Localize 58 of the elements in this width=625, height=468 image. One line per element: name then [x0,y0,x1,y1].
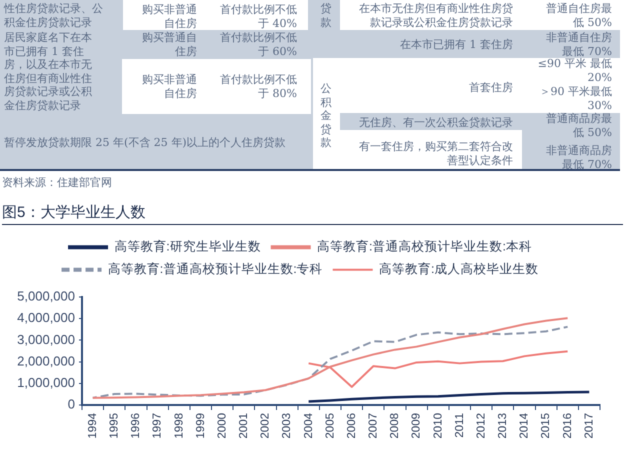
x-tick-label: 2002 [260,413,272,439]
text: 购买普通自住房 [141,31,197,58]
text: 无住房、有一次公积金贷款记录 [358,116,513,130]
text: 暂停发放贷款期限 25 年(不含 25 年)以上的个人住房贷款 [4,136,287,150]
text: 首付款比例不低于 60% [219,31,297,58]
x-tick-label: 2017 [583,413,596,439]
legend-label: 高等教育:成人高校毕业生数 [378,261,538,276]
y-tick-label: 0 [68,396,75,412]
x-tick-label: 2011 [454,413,466,438]
x-tick-label: 2005 [324,413,336,439]
text: 公积金贷款 [320,82,332,150]
x-tick-label: 2001 [238,413,250,439]
text: 首付款比例不低于 80% [219,73,297,100]
text: ≤90 平米 最低 20% [536,57,612,84]
y-tick-label: 3,000,000 [17,332,75,347]
text: 非普通自住房最低 70% [545,31,612,58]
y-tick-label: 4,000,000 [17,310,75,326]
text: 在本市无住房但有商业性住房贷款记录或公积金住房贷款记录 [358,2,513,29]
text: 居民家庭名下在本市已拥有 1 套住房，以及在本市无住房但有商业性住房贷款记录或公积金住房贷款记录 [4,31,93,112]
x-tick-label: 2003 [281,413,294,439]
text: 普通自住房最低 50% [545,2,612,29]
y-tick-label: 5,000,000 [17,288,75,304]
x-tick-label: 2010 [432,413,444,439]
x-tick-label: 2008 [389,413,402,439]
x-tick-label: 1998 [173,413,186,439]
x-tick-label: 1996 [130,413,142,439]
text: 购买非普通自住房 [141,73,197,100]
x-tick-label: 1997 [152,413,164,439]
legend-label: 高等教育:研究生毕业生数 [114,238,261,254]
x-tick-label: 2012 [475,413,488,439]
text: 有一套住房，购买第二套符合改善型认定条件 [358,140,513,167]
x-tick-label: 1995 [108,413,121,439]
x-tick-label: 2000 [216,413,228,439]
text: 首付款比例不低于 40% [219,3,297,30]
y-tick-label: 2,000,000 [17,353,75,368]
text: 购买非普通自住房 [141,3,197,30]
x-tick-label: 2013 [497,413,510,439]
x-tick-label: 1994 [86,412,99,439]
x-tick-label: 2006 [346,413,358,439]
text: 非普通商品房最低 70% [545,144,612,171]
legend-label: 高等教育:普通高校预计毕业生数:本科 [317,238,532,254]
text: 贷款 [320,2,332,29]
x-tick-label: 2007 [368,413,380,439]
legend-label: 高等教育:普通高校预计毕业生数:专科 [108,261,323,276]
text: 性住房贷款记录、公积金住房贷款记录 [4,2,104,29]
text: 在本市已拥有 1 套住房 [399,38,513,52]
y-tick-label: 1,000,000 [17,374,75,390]
x-tick-label: 2014 [518,412,531,439]
x-tick-label: 2016 [562,413,574,439]
text: 普通商品房最低 50% [545,112,612,139]
text: ＞90 平米最低 30% [538,85,612,112]
text: 首套住房 [468,81,513,94]
x-tick-label: 2009 [410,413,423,439]
text: 资料来源：住建部官网 [2,176,113,190]
x-tick-label: 2004 [302,412,315,439]
x-tick-label: 2015 [540,413,552,439]
chart-title: 图5：大学毕业生人数 [2,204,623,225]
x-tick-label: 1999 [194,413,207,439]
